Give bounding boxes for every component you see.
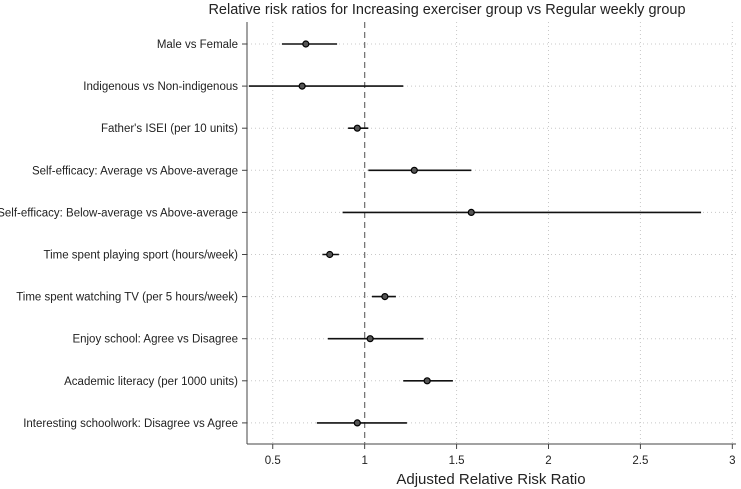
y-tick-label: Time spent playing sport (hours/week)	[43, 250, 238, 262]
x-tick-label: 2	[545, 455, 551, 467]
point-estimate	[302, 40, 310, 48]
point-estimate	[381, 293, 389, 301]
point-estimate	[410, 166, 418, 174]
chart-title: Relative risk ratios for Increasing exer…	[208, 2, 685, 18]
y-tick-label: Enjoy school: Agree vs Disagree	[72, 334, 238, 346]
y-tick-label: Time spent watching TV (per 5 hours/week…	[16, 292, 238, 304]
x-ticks: 0.5 1 1.5 2 2.5 3	[265, 444, 736, 467]
point-estimate	[423, 377, 431, 385]
point-estimate	[467, 208, 475, 216]
y-tick-label: Interesting schoolwork: Disagree vs Agre…	[23, 418, 238, 430]
y-tick-label: Self-efficacy: Below-average vs Above-av…	[0, 207, 238, 219]
y-tick-label: Self-efficacy: Average vs Above-average	[32, 165, 238, 177]
y-tick-labels: Male vs Female Indigenous vs Non-indigeno…	[0, 39, 247, 430]
point-estimate	[326, 250, 334, 259]
data-marks	[248, 40, 702, 427]
x-tick-label: 1	[361, 455, 367, 467]
x-tick-label: 0.5	[265, 455, 281, 467]
y-tick-label: Male vs Female	[157, 39, 238, 51]
point-estimate	[353, 124, 361, 132]
y-tick-label: Father's ISEI (per 10 units)	[101, 123, 238, 135]
y-tick-label: Academic literacy (per 1000 units)	[64, 376, 238, 388]
x-axis-label: Adjusted Relative Risk Ratio	[396, 471, 585, 488]
x-tick-label: 2.5	[632, 455, 648, 467]
x-tick-label: 3	[729, 455, 735, 467]
point-estimate	[353, 419, 361, 427]
y-tick-label: Indigenous vs Non-indigenous	[83, 81, 238, 93]
point-estimate	[366, 335, 374, 343]
x-tick-label: 1.5	[449, 455, 465, 467]
point-estimate	[298, 82, 306, 90]
